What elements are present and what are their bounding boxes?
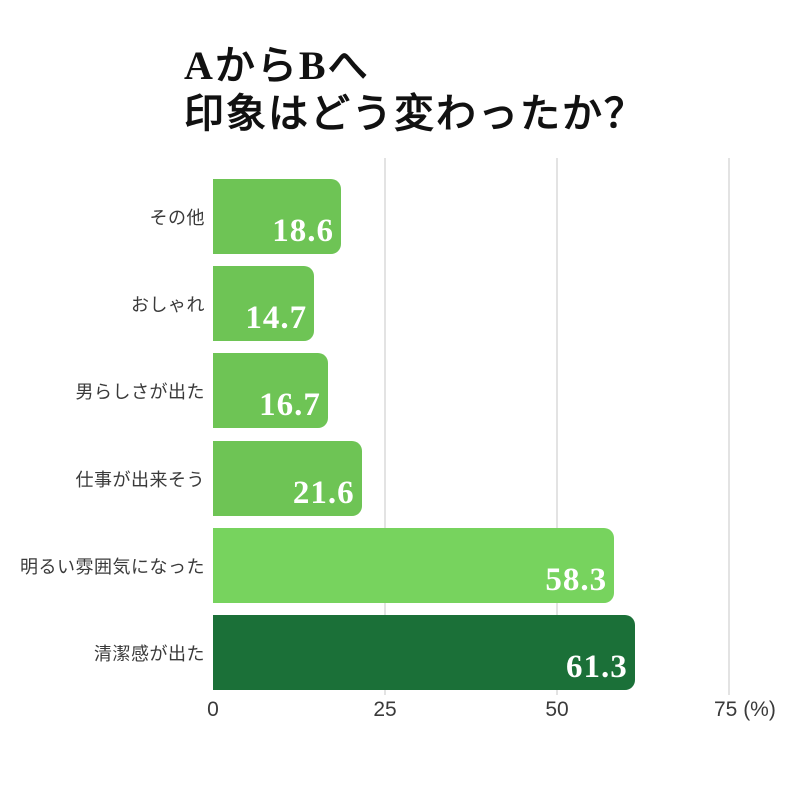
category-label: 仕事が出来そう bbox=[75, 469, 205, 490]
bar: 61.3 bbox=[213, 615, 635, 690]
chart-title-line1: AからBへ bbox=[184, 43, 370, 88]
value-label: 61.3 bbox=[565, 649, 628, 685]
bar: 18.6 bbox=[213, 179, 341, 254]
category-label: 明るい雰囲気になった bbox=[20, 556, 205, 577]
bar-row: 清潔感が出た 61.3 bbox=[0, 615, 800, 690]
bar: 14.7 bbox=[213, 266, 315, 341]
category-label: 男らしさが出た bbox=[75, 381, 205, 402]
x-tick-50: 50 bbox=[545, 698, 569, 721]
chart-title-line2: 印象はどう変わったか？ bbox=[184, 91, 646, 136]
category-label: その他 bbox=[149, 207, 205, 228]
bar: 16.7 bbox=[213, 353, 328, 428]
bar: 21.6 bbox=[213, 441, 362, 516]
bar-row: おしゃれ 14.7 bbox=[0, 266, 800, 341]
bar-row: その他 18.6 bbox=[0, 179, 800, 254]
gridline-25 bbox=[384, 158, 386, 695]
bar-row: 明るい雰囲気になった 58.3 bbox=[0, 528, 800, 603]
x-tick-0: 0 bbox=[207, 698, 219, 721]
gridline-75 bbox=[728, 158, 730, 695]
x-tick-75-percent: 75 (%) bbox=[714, 698, 776, 721]
value-label: 21.6 bbox=[292, 475, 355, 511]
chart-title: AからBへ 印象はどう変わったか？ bbox=[184, 42, 646, 138]
x-tick-25: 25 bbox=[373, 698, 397, 721]
gridline-50 bbox=[556, 158, 558, 695]
value-label: 58.3 bbox=[545, 562, 608, 598]
category-label: おしゃれ bbox=[131, 294, 205, 315]
value-label: 18.6 bbox=[272, 213, 334, 249]
bar-row: 男らしさが出た 16.7 bbox=[0, 353, 800, 428]
value-label: 14.7 bbox=[245, 300, 308, 336]
category-label: 清潔感が出た bbox=[94, 643, 205, 664]
bar-row: 仕事が出来そう 21.6 bbox=[0, 441, 800, 516]
bar: 58.3 bbox=[213, 528, 615, 603]
value-label: 16.7 bbox=[259, 387, 321, 423]
